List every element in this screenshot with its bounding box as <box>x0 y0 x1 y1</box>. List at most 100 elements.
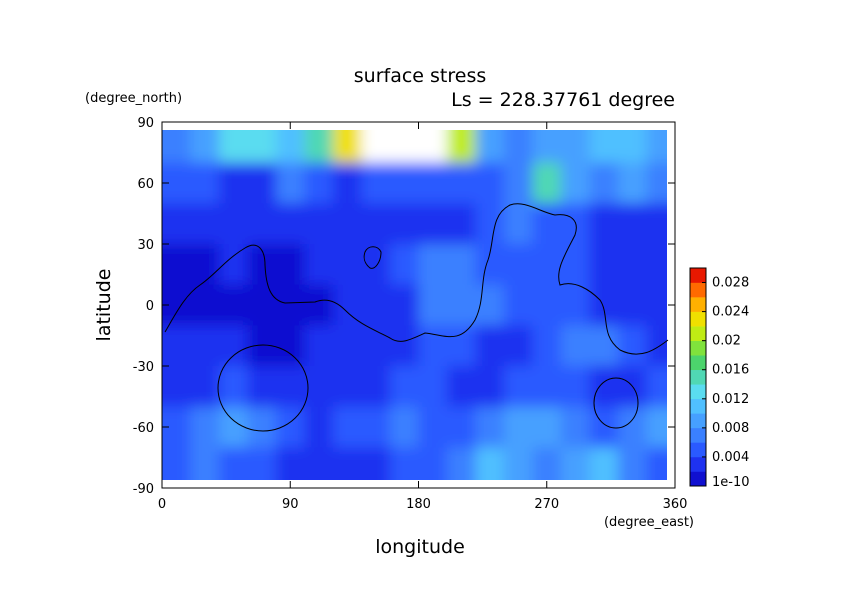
cell <box>532 244 562 286</box>
cell <box>561 325 590 367</box>
cell <box>589 244 619 286</box>
cell <box>532 203 562 245</box>
cell <box>361 130 391 164</box>
cell <box>276 447 305 480</box>
cell <box>390 447 419 480</box>
cell <box>447 406 476 448</box>
cell <box>304 406 334 448</box>
cell <box>504 447 533 480</box>
y-tick-label: -60 <box>133 421 154 436</box>
cell <box>504 203 533 245</box>
cell <box>646 162 667 204</box>
cell <box>390 162 419 204</box>
cell <box>247 130 277 164</box>
cell <box>561 284 590 326</box>
colorbar-frame <box>689 267 707 487</box>
cell <box>190 366 220 408</box>
cell <box>276 244 305 286</box>
cell <box>333 325 362 367</box>
cell <box>162 447 191 480</box>
cell <box>247 406 277 448</box>
cell <box>390 284 419 326</box>
cell <box>276 325 305 367</box>
cell <box>276 366 305 408</box>
cell <box>219 203 248 245</box>
colorbar-tick-label: 0.024 <box>712 305 749 320</box>
topography-contours <box>164 203 669 432</box>
cell <box>333 366 362 408</box>
cell <box>561 162 590 204</box>
cell <box>390 406 419 448</box>
cell <box>276 130 305 164</box>
cell <box>532 284 562 326</box>
cell <box>646 366 667 408</box>
colorbar-swatch <box>690 297 706 312</box>
y-tick-label: 90 <box>137 116 154 131</box>
cell <box>219 366 248 408</box>
cell <box>589 447 619 480</box>
y-tick-label: 0 <box>146 299 154 314</box>
x-tick-label: 360 <box>663 497 688 512</box>
cell <box>646 447 667 480</box>
colorbar-tick-label: 1e-10 <box>712 475 750 490</box>
cell <box>589 284 619 326</box>
cell <box>304 325 334 367</box>
cell <box>589 325 619 367</box>
cell <box>190 406 220 448</box>
cell <box>447 447 476 480</box>
y-tick-label: 30 <box>137 238 154 253</box>
cell <box>532 406 562 448</box>
cell <box>646 406 667 448</box>
cell <box>618 447 647 480</box>
cell <box>418 406 448 448</box>
colorbar-swatch <box>690 355 706 371</box>
cell <box>390 325 419 367</box>
colorbar-swatch <box>690 384 706 400</box>
colorbar-swatch <box>690 311 706 327</box>
colorbar-tick-label: 0.008 <box>712 421 749 436</box>
cell <box>361 325 391 367</box>
colorbar-swatch <box>690 282 706 298</box>
cell <box>219 162 248 204</box>
cell <box>504 244 533 286</box>
cell <box>361 406 391 448</box>
colorbar-tick-label: 0.02 <box>712 334 741 349</box>
cell <box>247 203 277 245</box>
cell <box>190 325 220 367</box>
cell <box>390 130 419 164</box>
cell <box>304 162 334 204</box>
cell <box>618 284 647 326</box>
cell <box>361 447 391 480</box>
cell <box>162 130 191 164</box>
cell <box>304 366 334 408</box>
y-tick-label: 60 <box>137 177 154 192</box>
cell <box>532 447 562 480</box>
cell <box>304 130 334 164</box>
x-axis-label: longitude <box>375 536 465 558</box>
cell <box>618 203 647 245</box>
y-tick-label: -30 <box>133 360 154 375</box>
cell <box>276 284 305 326</box>
cell <box>162 203 191 245</box>
cell <box>504 406 533 448</box>
cell <box>447 325 476 367</box>
cell <box>418 203 448 245</box>
y-units: (degree_north) <box>85 91 182 106</box>
cell <box>162 325 191 367</box>
cell <box>162 244 191 286</box>
y-tick-label: -90 <box>133 482 154 497</box>
cell <box>646 284 667 326</box>
cell <box>418 325 448 367</box>
cell <box>361 284 391 326</box>
cell <box>247 162 277 204</box>
cell <box>618 162 647 204</box>
cell <box>475 406 505 448</box>
cell <box>646 244 667 286</box>
cell <box>276 162 305 204</box>
cell <box>447 244 476 286</box>
colorbar-tick-label: 0.028 <box>712 276 749 291</box>
cell <box>190 162 220 204</box>
chart-subtitle: Ls = 228.37761 degree <box>451 89 675 111</box>
cell <box>418 284 448 326</box>
